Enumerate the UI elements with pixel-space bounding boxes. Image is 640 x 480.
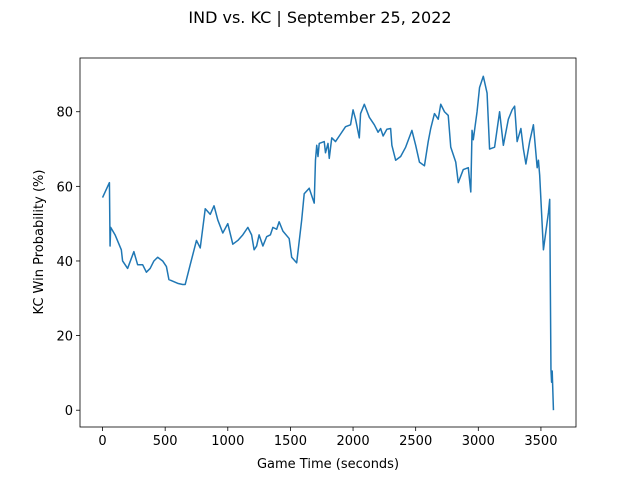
y-tick-label: 60 [56,180,73,195]
x-tick-label: 3000 [462,434,495,449]
y-tick-label: 40 [56,255,73,270]
x-axis-label: Game Time (seconds) [257,457,399,472]
plot-frame [79,57,577,428]
x-tick-label: 2000 [337,434,370,449]
y-tick-label: 20 [56,330,73,345]
y-tick-label: 80 [56,106,73,121]
x-tick-label: 0 [98,434,106,449]
x-tick-label: 1500 [274,434,307,449]
y-axis-label: KC Win Probability (%) [32,170,47,315]
x-tick-label: 3500 [524,434,557,449]
y-tick-label: 0 [65,404,73,419]
x-tick-label: 1000 [211,434,244,449]
line-series [101,75,555,411]
x-tick-label: 2500 [399,434,432,449]
x-tick-label: 500 [153,434,178,449]
chart-title: IND vs. KC | September 25, 2022 [188,8,451,27]
